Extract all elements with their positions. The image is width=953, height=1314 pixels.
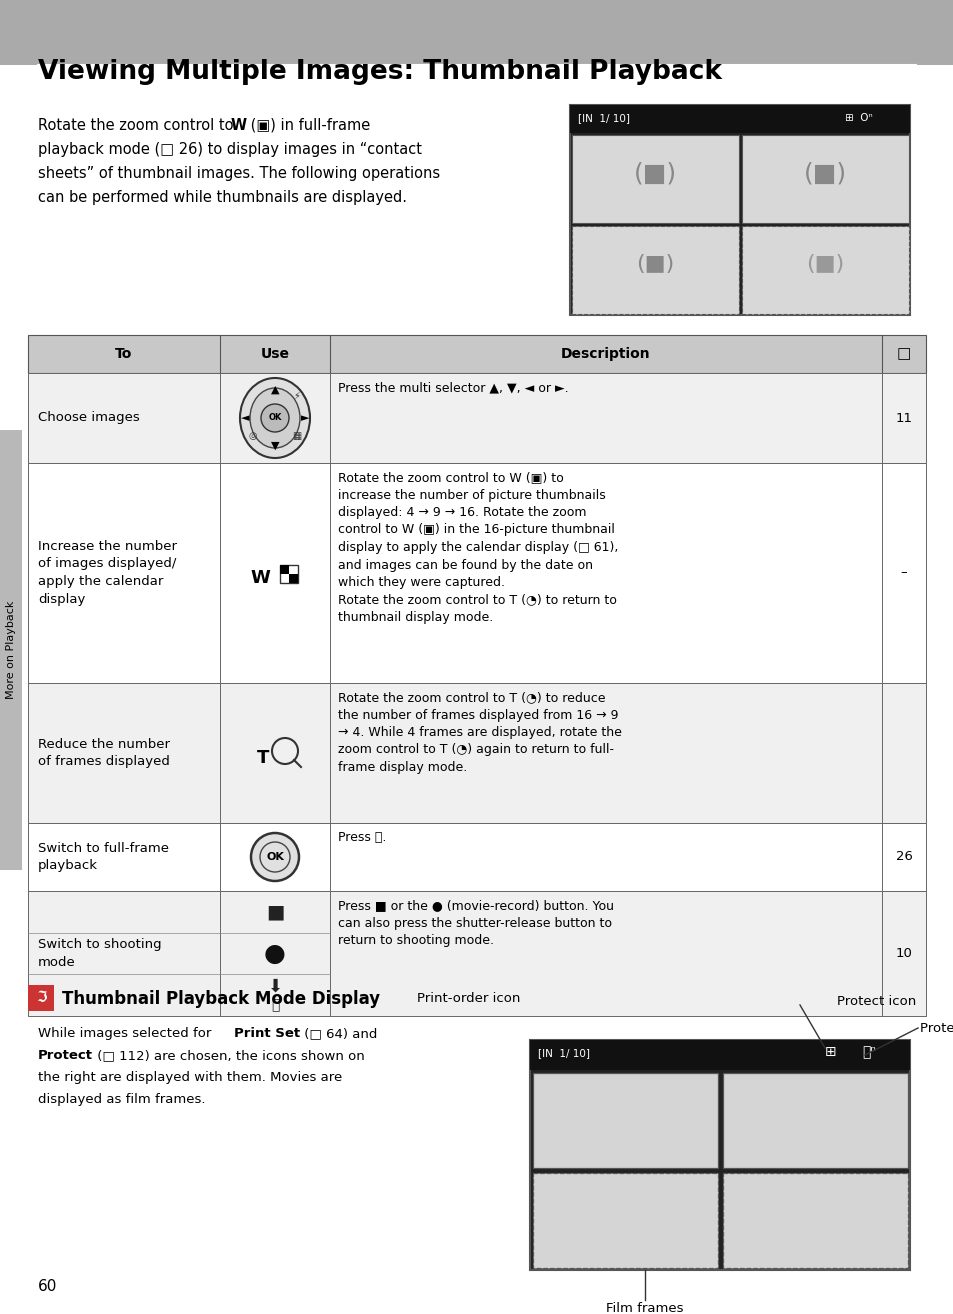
Text: Protect icon: Protect icon: [919, 1021, 953, 1034]
Text: Rotate the zoom control to T (◔) to reduce
the number of frames displayed from 1: Rotate the zoom control to T (◔) to redu…: [337, 691, 621, 774]
Text: Press Ⓠ.: Press Ⓠ.: [337, 830, 386, 844]
Bar: [0, 0, 953, 64]
Text: Switch to shooting
mode: Switch to shooting mode: [38, 938, 161, 968]
Text: 26: 26: [895, 850, 911, 863]
Bar: [28, 891, 925, 1016]
Text: 60: 60: [38, 1279, 57, 1294]
Bar: [280, 565, 289, 574]
Text: the right are displayed with them. Movies are: the right are displayed with them. Movie…: [38, 1071, 342, 1084]
Text: ▲: ▲: [271, 385, 279, 396]
Bar: [569, 105, 909, 133]
Text: (■): (■): [633, 162, 676, 185]
Text: (□ 112) are chosen, the icons shown on: (□ 112) are chosen, the icons shown on: [92, 1049, 364, 1062]
Bar: [0, 430, 22, 870]
Text: OK: OK: [268, 414, 281, 423]
Text: Use: Use: [260, 347, 289, 361]
Text: Reduce the number
of frames displayed: Reduce the number of frames displayed: [38, 737, 170, 769]
Bar: [530, 1039, 909, 1070]
Bar: [572, 226, 739, 314]
Text: OK: OK: [266, 851, 284, 862]
Ellipse shape: [240, 378, 310, 459]
Ellipse shape: [250, 388, 299, 448]
Bar: [28, 683, 925, 823]
Text: Film frames: Film frames: [605, 1302, 683, 1314]
Text: Rotate the zoom control to W (▣) to
increase the number of picture thumbnails
di: Rotate the zoom control to W (▣) to incr…: [337, 470, 618, 624]
Text: –: –: [900, 566, 906, 579]
Text: Protect: Protect: [38, 1049, 92, 1062]
Text: Thumbnail Playback Mode Display: Thumbnail Playback Mode Display: [62, 989, 379, 1008]
Bar: [741, 226, 908, 314]
Text: ▦: ▦: [292, 431, 301, 442]
Text: Viewing Multiple Images: Thumbnail Playback: Viewing Multiple Images: Thumbnail Playb…: [38, 59, 721, 85]
Text: □: □: [896, 347, 910, 361]
Bar: [28, 335, 925, 373]
Text: Protect icon: Protect icon: [836, 995, 915, 1008]
Text: ◄: ◄: [240, 413, 249, 423]
Text: ⚡: ⚡: [294, 392, 300, 401]
Text: ●: ●: [264, 942, 286, 966]
Bar: [28, 986, 54, 1010]
Circle shape: [251, 833, 298, 880]
Bar: [569, 105, 909, 315]
Text: sheets” of thumbnail images. The following operations: sheets” of thumbnail images. The followi…: [38, 166, 439, 181]
Text: Print-order icon: Print-order icon: [416, 992, 519, 1005]
Text: Description: Description: [560, 347, 650, 361]
Bar: [280, 565, 297, 583]
Bar: [572, 135, 739, 223]
Text: [IN  1/ 10]: [IN 1/ 10]: [578, 113, 629, 124]
Text: displayed as film frames.: displayed as film frames.: [38, 1093, 205, 1106]
Bar: [533, 1074, 718, 1168]
Bar: [533, 1173, 718, 1268]
Text: Increase the number
of images displayed/
apply the calendar
display: Increase the number of images displayed/…: [38, 540, 177, 607]
Text: ⊞  Oⁿ: ⊞ Oⁿ: [844, 113, 872, 124]
Text: 10: 10: [895, 947, 911, 961]
Text: 11: 11: [895, 411, 911, 424]
Text: To: To: [115, 347, 132, 361]
Text: Switch to full-frame
playback: Switch to full-frame playback: [38, 841, 169, 872]
Bar: [722, 1173, 907, 1268]
Text: While images selected for: While images selected for: [38, 1028, 215, 1039]
Text: ⊞: ⊞: [824, 1045, 836, 1059]
Bar: [28, 373, 925, 463]
Text: Print Set: Print Set: [233, 1028, 300, 1039]
Bar: [28, 823, 925, 891]
Text: playback mode (□ 26) to display images in “contact: playback mode (□ 26) to display images i…: [38, 142, 421, 156]
Text: ⬇: ⬇: [267, 978, 282, 996]
Bar: [722, 1074, 907, 1168]
Bar: [530, 1039, 909, 1271]
Text: ℑ: ℑ: [35, 989, 47, 1005]
Text: More on Playback: More on Playback: [6, 600, 16, 699]
Text: Choose images: Choose images: [38, 411, 139, 424]
Circle shape: [261, 403, 289, 432]
Text: (□ 64) and: (□ 64) and: [299, 1028, 377, 1039]
Text: ◎: ◎: [249, 431, 257, 442]
Text: (▣) in full-frame: (▣) in full-frame: [246, 118, 370, 133]
Text: ■: ■: [266, 903, 284, 921]
Text: W: W: [231, 118, 247, 133]
Text: W: W: [250, 569, 270, 587]
Text: Press ■ or the ● (movie-record) button. You
can also press the shutter-release b: Press ■ or the ● (movie-record) button. …: [337, 899, 614, 947]
Text: Press the multi selector ▲, ▼, ◄ or ►.: Press the multi selector ▲, ▼, ◄ or ►.: [337, 381, 568, 394]
Text: T: T: [256, 749, 269, 767]
Bar: [289, 574, 297, 583]
Text: can be performed while thumbnails are displayed.: can be performed while thumbnails are di…: [38, 191, 407, 205]
Text: Rotate the zoom control to: Rotate the zoom control to: [38, 118, 238, 133]
Text: (■): (■): [805, 254, 843, 275]
Text: Ⓞⁿ: Ⓞⁿ: [862, 1045, 875, 1059]
Text: ▼: ▼: [271, 442, 279, 451]
Text: ⌣: ⌣: [271, 999, 279, 1013]
Text: (■): (■): [636, 254, 674, 275]
Bar: [741, 135, 908, 223]
Text: (■): (■): [802, 162, 845, 185]
Text: ►: ►: [300, 413, 309, 423]
Text: [IN  1/ 10]: [IN 1/ 10]: [537, 1049, 589, 1058]
Bar: [28, 463, 925, 683]
